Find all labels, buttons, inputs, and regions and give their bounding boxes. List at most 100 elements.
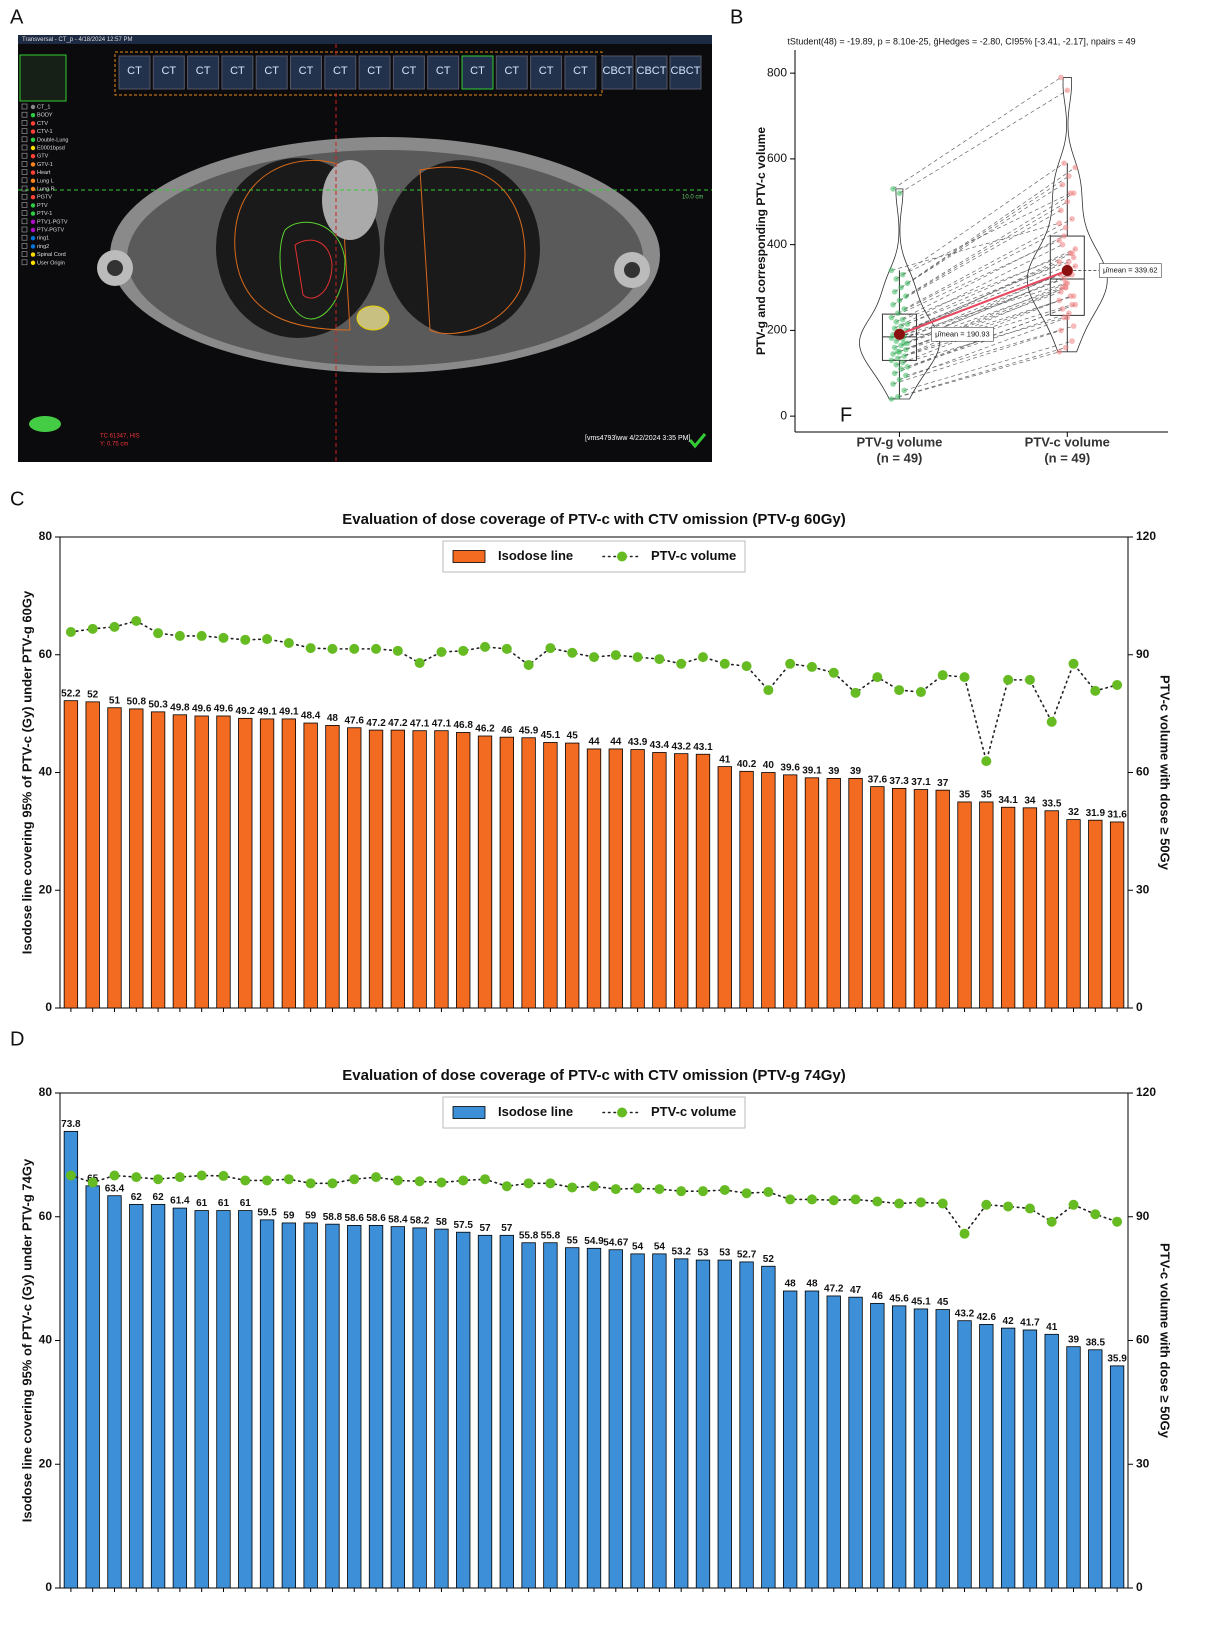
point — [1058, 207, 1064, 214]
bar-value-label: 46 — [501, 725, 513, 736]
bar-value-label: 47.2 — [366, 718, 386, 729]
structure-name: CTV-1 — [37, 129, 53, 135]
volume-point — [458, 645, 469, 656]
bar-value-label: 44 — [588, 737, 600, 748]
structure-name: Lung L — [37, 178, 54, 184]
checkbox — [21, 128, 28, 134]
x-tick-count: (n = 49) — [1044, 450, 1090, 465]
pair-line — [892, 77, 1062, 190]
volume-point — [785, 658, 796, 669]
checkbox — [21, 210, 28, 216]
y2-axis-label: PTV-c volume with dose ≥ 50Gy — [1158, 1243, 1173, 1439]
bar-value-label: 48 — [327, 713, 339, 724]
thumbnail — [601, 55, 634, 90]
thumbnail — [530, 55, 563, 90]
volume-point — [632, 652, 643, 663]
thumbnail-label: CT — [402, 65, 417, 77]
point — [899, 359, 906, 366]
structure-color — [30, 170, 36, 175]
pair-line — [900, 175, 1070, 288]
structure-color — [30, 195, 36, 200]
volume-point — [414, 1176, 425, 1187]
volume-point — [719, 658, 730, 669]
bar — [674, 753, 689, 1009]
structure-color — [30, 154, 36, 159]
point — [1056, 237, 1063, 244]
volume-point — [109, 621, 120, 632]
volume-point — [501, 643, 512, 654]
bar — [259, 1219, 275, 1589]
checkbox — [21, 193, 28, 200]
structure-name: E0001bpsd — [37, 145, 65, 151]
point — [1056, 349, 1063, 355]
volume-point — [87, 1177, 98, 1188]
bar — [456, 1231, 471, 1589]
point — [1061, 276, 1067, 282]
thumbnail-label: CT — [264, 65, 279, 77]
point — [904, 321, 911, 327]
point — [890, 351, 896, 357]
structure-name: Heart — [37, 170, 51, 176]
bar — [281, 718, 297, 1009]
point — [899, 271, 906, 278]
point — [893, 338, 900, 344]
structure-name: PTV — [37, 203, 48, 209]
checkbox — [21, 202, 28, 208]
bar — [303, 1222, 318, 1589]
point — [1066, 173, 1072, 179]
bar — [1088, 819, 1103, 1009]
bar — [259, 718, 275, 1009]
orientation-icon — [29, 416, 61, 432]
structure-color — [30, 236, 36, 241]
bar — [63, 1130, 79, 1589]
chart-title: Evaluation of dose coverage of PTV-c wit… — [342, 1067, 845, 1084]
bar-value-label: 35.9 — [1107, 1354, 1127, 1365]
bar — [630, 749, 645, 1009]
volume-point — [458, 1175, 469, 1186]
bar-value-label: 45 — [937, 1297, 949, 1308]
thumbnail-label: CT — [436, 65, 451, 77]
bar-value-label: 54 — [654, 1242, 666, 1253]
point — [1070, 254, 1077, 261]
legend-swatch — [452, 550, 486, 563]
bar-value-label: 37.6 — [868, 774, 888, 785]
bar-value-label: 35 — [959, 790, 971, 801]
volume-point — [741, 1188, 752, 1199]
screen-header: Transversal - CT_p - 4/18/2024 12:57 PM — [22, 37, 133, 43]
thumbnail-label: CT — [367, 65, 382, 77]
checkbox — [21, 251, 28, 257]
point — [1064, 198, 1071, 205]
volume-point — [872, 672, 883, 683]
bar-value-label: 39 — [1068, 1334, 1080, 1345]
bar — [216, 1210, 231, 1589]
bar-value-label: 40.2 — [737, 759, 757, 770]
volume-point — [567, 1182, 578, 1193]
y-tick-label: 200 — [767, 323, 787, 337]
point — [891, 289, 898, 295]
bar-value-label: 47.6 — [345, 715, 365, 726]
volume-point — [937, 670, 948, 681]
thumbnail — [461, 55, 494, 90]
bar-value-label: 54.67 — [603, 1237, 628, 1248]
bar-value-label: 48 — [785, 1279, 797, 1290]
volume-point — [610, 650, 621, 661]
volume-point — [589, 1181, 599, 1192]
structure-color — [30, 113, 36, 118]
bar — [390, 729, 405, 1009]
pair-line — [904, 218, 1073, 310]
bar-value-label: 45.6 — [889, 1293, 909, 1304]
y2-tick-label: 60 — [1136, 1333, 1150, 1347]
volume-point — [828, 1195, 839, 1206]
contour — [419, 166, 526, 335]
volume-point — [1046, 716, 1057, 727]
pair-line — [899, 265, 1068, 333]
point — [1069, 216, 1075, 222]
pair-line — [899, 201, 1068, 301]
y-tick-label: 40 — [39, 765, 53, 779]
y2-tick-label: 60 — [1136, 765, 1150, 779]
bar-value-label: 49.2 — [236, 706, 256, 717]
legend-label: Isodose line — [498, 1104, 573, 1119]
point — [1070, 323, 1077, 329]
volume-point — [327, 1178, 338, 1189]
